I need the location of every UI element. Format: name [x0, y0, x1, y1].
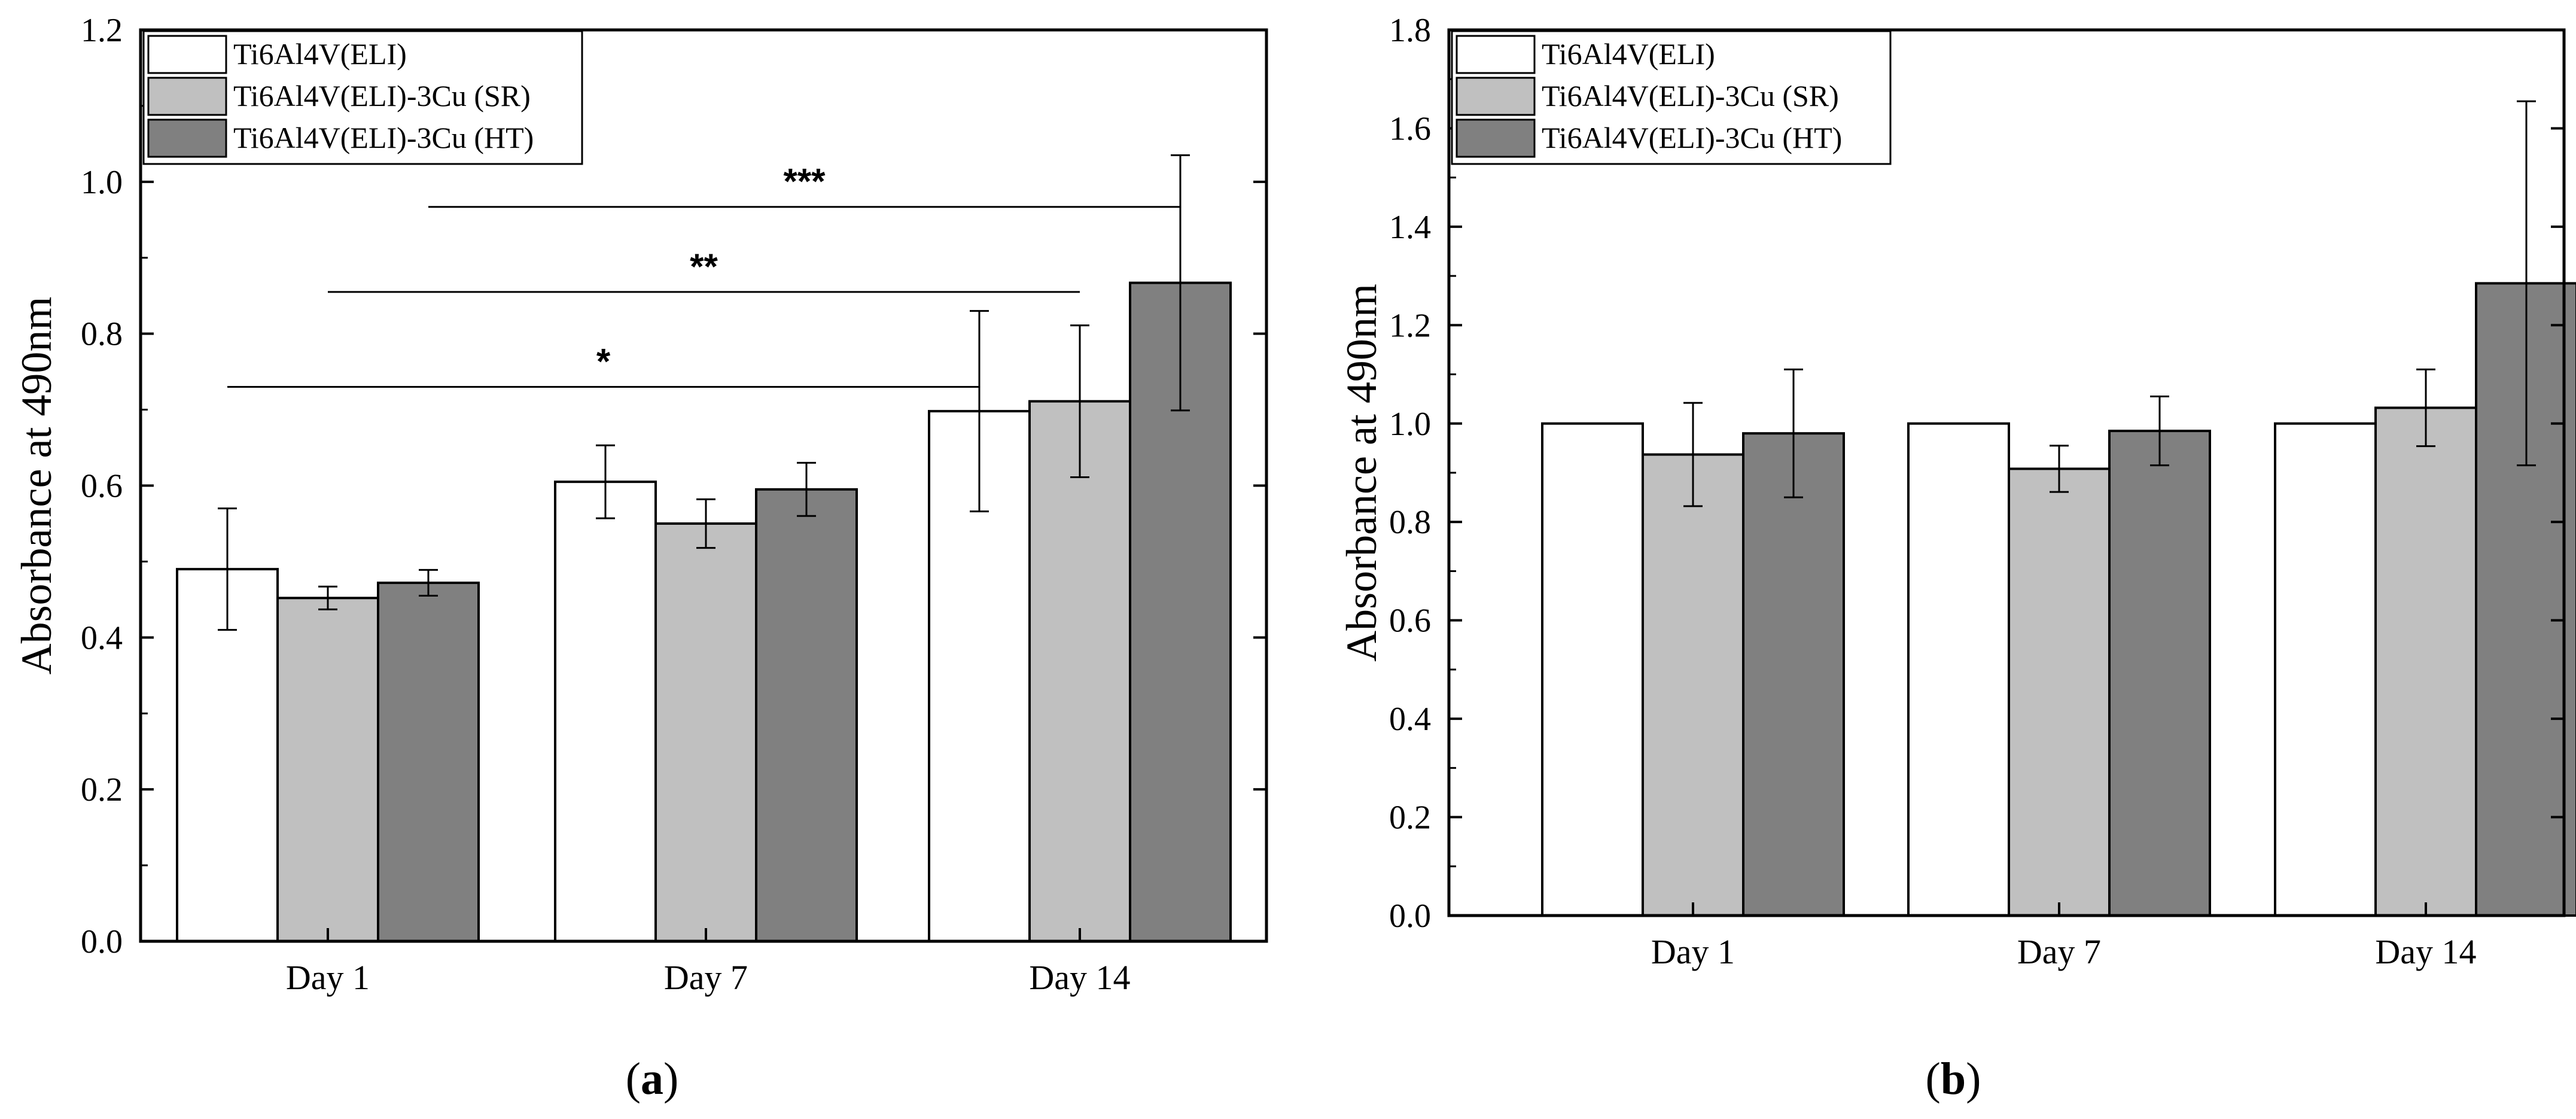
- x-category-label: Day 7: [664, 958, 748, 997]
- bar-Ti6Al4V(ELI)-3Cu (SR)-Day 1: [1642, 453, 1744, 917]
- error-bar: [1070, 324, 1089, 479]
- legend-swatch: [147, 77, 227, 116]
- bar-Ti6Al4V(ELI)-3Cu (SR)-Day 7: [654, 522, 757, 942]
- legend-swatch: [147, 118, 227, 158]
- bar-Ti6Al4V(ELI)-3Cu (SR)-Day 7: [2008, 467, 2111, 917]
- bar-Ti6Al4V(ELI)-Day 14: [2274, 422, 2377, 917]
- error-bar: [318, 585, 337, 610]
- error-bar: [2150, 396, 2169, 467]
- y-tick-label: 0.0: [1389, 898, 1431, 935]
- x-category-label: Day 14: [1029, 958, 1130, 997]
- error-bar: [2416, 368, 2435, 448]
- error-bar: [970, 310, 989, 513]
- y-tick-label: 1.2: [1389, 307, 1431, 344]
- legend-label: Ti6Al4V(ELI)-3Cu (HT): [1542, 121, 1842, 154]
- y-tick-label: 1.0: [81, 164, 123, 201]
- panel-b: 0.0 0.2 0.4 0.6 0.8 1.0 1.2 1.4 1.6 1.8 Day 1 Day 7…: [1338, 12, 2576, 1104]
- legend-label: Ti6Al4V(ELI)-3Cu (SR): [1542, 79, 1839, 112]
- legend-swatch: [1456, 77, 1536, 116]
- error-bar: [2517, 100, 2536, 467]
- error-bar: [797, 461, 816, 517]
- bar-Ti6Al4V(ELI)-3Cu (SR)-Day 1: [276, 597, 379, 942]
- error-bar: [596, 444, 615, 519]
- bar-Ti6Al4V(ELI)-3Cu (SR)-Day 14: [1028, 400, 1131, 942]
- legend-swatch: [1456, 118, 1536, 158]
- y-tick-label: 0.8: [81, 316, 123, 353]
- panel-label: (b): [1926, 1054, 1981, 1104]
- panel-label: (a): [626, 1054, 679, 1104]
- bar-Ti6Al4V(ELI)-Day 7: [1907, 422, 2010, 917]
- significance-label: ***: [783, 162, 826, 202]
- legend-label: Ti6Al4V(ELI)-3Cu (HT): [233, 121, 534, 154]
- y-tick-label: 0.2: [1389, 799, 1431, 837]
- error-bar: [1171, 154, 1190, 412]
- y-axis-title: Absorbance at 490nm: [1338, 284, 1386, 662]
- bar-Ti6Al4V(ELI)-3Cu (SR)-Day 14: [2374, 406, 2477, 917]
- legend-swatch: [147, 35, 227, 74]
- error-bar: [696, 498, 715, 549]
- error-bar: [2050, 445, 2069, 493]
- y-tick-label: 0.0: [81, 923, 123, 960]
- legend-label: Ti6Al4V(ELI): [1542, 37, 1715, 71]
- error-bar: [1683, 402, 1703, 507]
- y-tick-label: 0.6: [81, 468, 123, 505]
- y-tick-label: 0.2: [81, 771, 123, 808]
- bar-Ti6Al4V(ELI)-3Cu (HT)-Day 1: [377, 581, 480, 942]
- y-tick-label: 1.8: [1389, 12, 1431, 49]
- legend: Ti6Al4V(ELI) Ti6Al4V(ELI)-3Cu (SR) Ti6Al4V…: [142, 30, 583, 165]
- y-tick-label: 0.4: [81, 619, 123, 656]
- legend-label: Ti6Al4V(ELI)-3Cu (SR): [233, 79, 531, 112]
- x-category-label: Day 14: [2375, 932, 2476, 971]
- significance-label: *: [596, 342, 611, 382]
- x-category-label: Day 7: [2017, 932, 2101, 971]
- legend: Ti6Al4V(ELI) Ti6Al4V(ELI)-3Cu (SR) Ti6Al4V…: [1451, 30, 1892, 165]
- y-axis-title: Absorbance at 490nm: [13, 297, 60, 675]
- bar-Ti6Al4V(ELI)-Day 1: [176, 568, 279, 942]
- error-bar: [419, 568, 438, 597]
- x-category-label: Day 1: [1651, 932, 1735, 971]
- panel-letter: b: [1941, 1054, 1966, 1104]
- y-tick-label: 0.8: [1389, 504, 1431, 541]
- bar-Ti6Al4V(ELI)-3Cu (HT)-Day 7: [2108, 430, 2211, 917]
- y-tick-label: 1.6: [1389, 110, 1431, 147]
- error-bar: [218, 507, 237, 631]
- y-tick-label: 1.2: [81, 12, 123, 49]
- error-bar: [1784, 368, 1803, 498]
- panel-letter: a: [641, 1054, 663, 1104]
- legend-label: Ti6Al4V(ELI): [233, 37, 407, 71]
- legend-swatch: [1456, 35, 1536, 74]
- y-tick-label: 0.4: [1389, 701, 1431, 738]
- bar-Ti6Al4V(ELI)-Day 7: [554, 481, 657, 942]
- bar-Ti6Al4V(ELI)-Day 1: [1541, 422, 1644, 917]
- y-tick-label: 0.6: [1389, 603, 1431, 640]
- y-tick-label: 1.0: [1389, 406, 1431, 443]
- x-category-label: Day 1: [286, 958, 370, 997]
- significance-label: **: [690, 247, 718, 287]
- bar-Ti6Al4V(ELI)-3Cu (HT)-Day 1: [1742, 432, 1845, 917]
- y-tick-label: 1.4: [1389, 209, 1431, 246]
- bar-Ti6Al4V(ELI)-3Cu (HT)-Day 7: [755, 488, 858, 942]
